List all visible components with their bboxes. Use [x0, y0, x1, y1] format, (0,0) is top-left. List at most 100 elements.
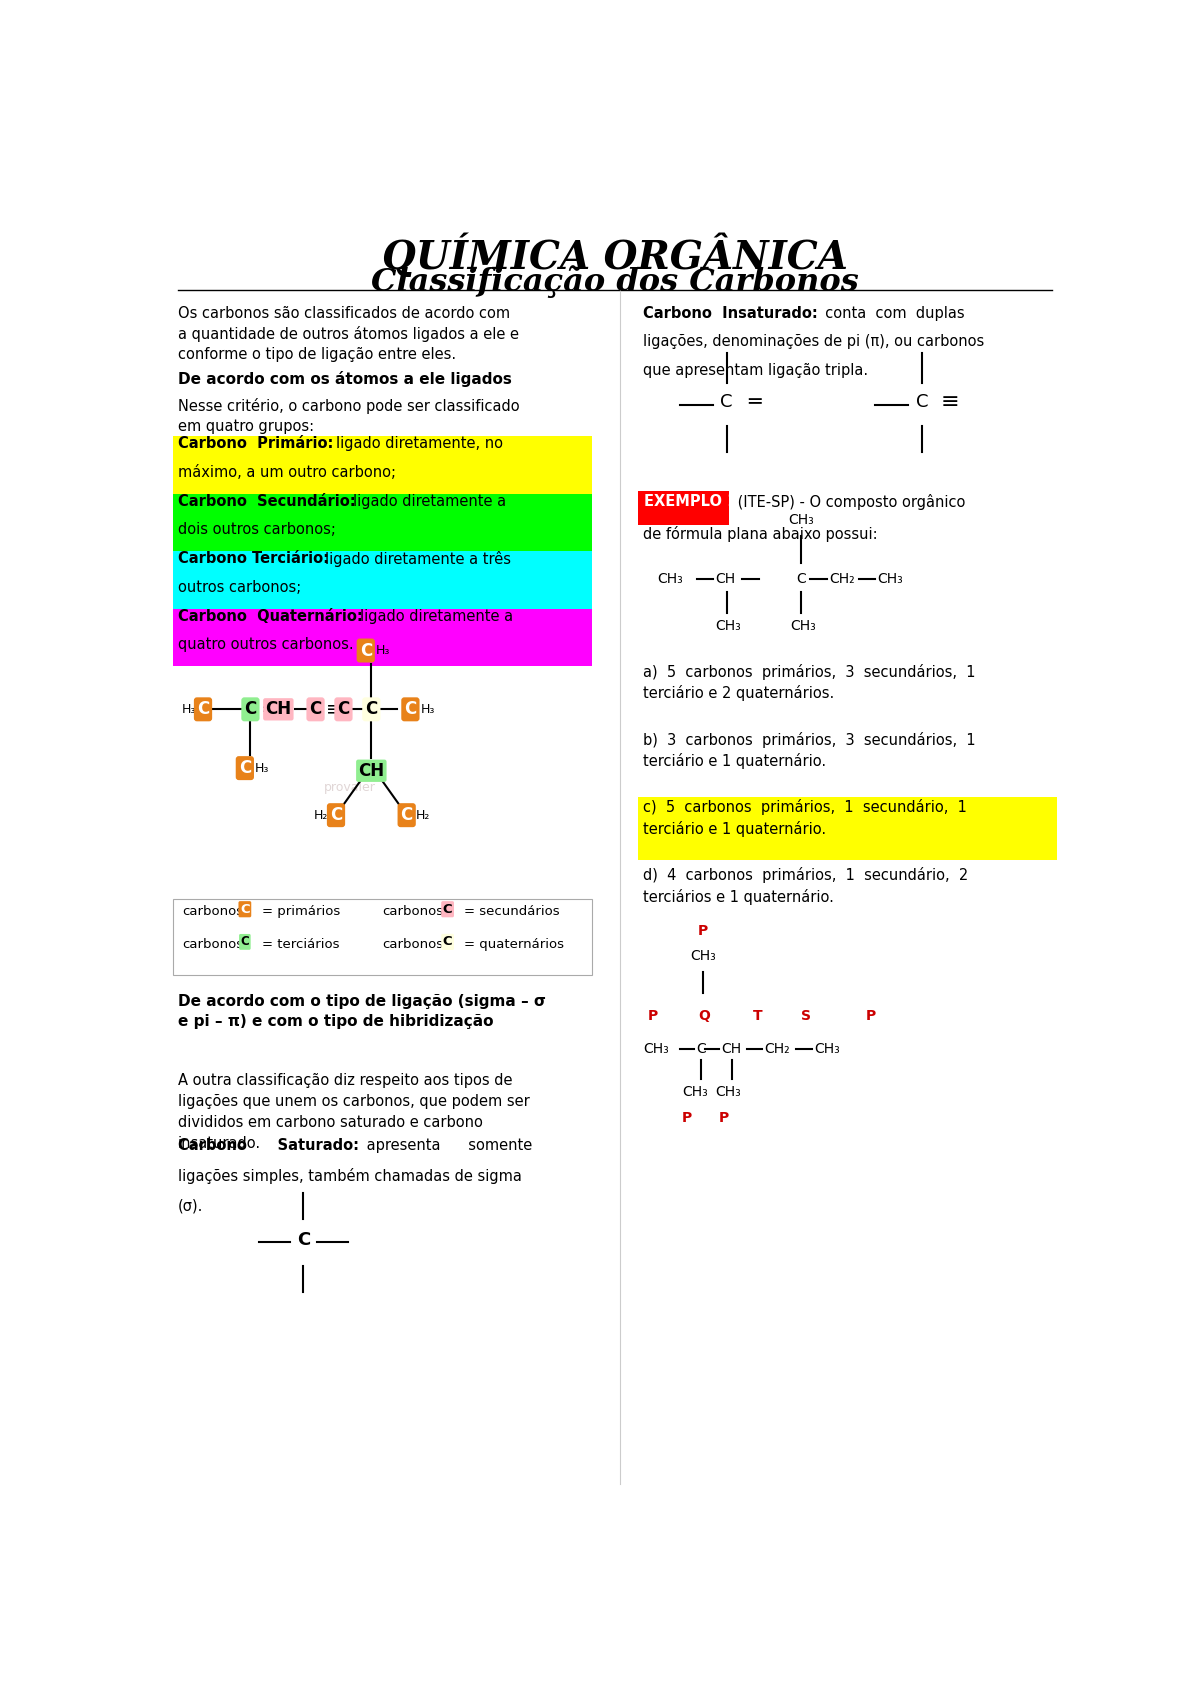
Text: CH: CH	[721, 1042, 742, 1056]
Text: CH₃: CH₃	[715, 619, 742, 633]
Text: c)  5  carbonos  primários,  1  secundário,  1
terciário e 1 quaternário.: c) 5 carbonos primários, 1 secundário, 1…	[643, 799, 967, 837]
Text: C: C	[197, 701, 209, 718]
Text: apresenta      somente: apresenta somente	[362, 1139, 533, 1152]
Text: H₃: H₃	[376, 645, 390, 657]
Text: C: C	[296, 1230, 310, 1249]
Text: C: C	[443, 935, 452, 949]
Text: CH: CH	[265, 701, 292, 718]
FancyBboxPatch shape	[173, 552, 592, 609]
Text: C: C	[337, 701, 349, 718]
Text: C: C	[916, 394, 928, 411]
Text: CH₃: CH₃	[790, 619, 816, 633]
Text: H₃: H₃	[256, 762, 270, 774]
Text: outros carbonos;: outros carbonos;	[178, 580, 301, 596]
Text: CH₂: CH₂	[764, 1042, 790, 1056]
Text: De acordo com o tipo de ligação (sigma – σ
e pi – π) e com o tipo de hibridizaçã: De acordo com o tipo de ligação (sigma –…	[178, 994, 546, 1028]
Text: CH₃: CH₃	[877, 572, 904, 585]
Text: T: T	[752, 1010, 762, 1023]
Text: d)  4  carbonos  primários,  1  secundário,  2
terciários e 1 quaternário.: d) 4 carbonos primários, 1 secundário, 2…	[643, 867, 968, 905]
Text: (ITE-SP) - O composto orgânico: (ITE-SP) - O composto orgânico	[733, 494, 966, 509]
Text: ≡: ≡	[326, 699, 342, 720]
Text: = primários: = primários	[262, 905, 340, 918]
Text: EXEMPLO 1: EXEMPLO 1	[644, 494, 737, 509]
Text: H₂: H₂	[314, 809, 329, 821]
Text: C: C	[239, 759, 251, 777]
Text: = terciários: = terciários	[262, 938, 340, 950]
Text: C: C	[310, 701, 322, 718]
Text: carbonos: carbonos	[383, 938, 444, 950]
Text: C: C	[365, 701, 378, 718]
Text: =: =	[260, 699, 277, 720]
FancyBboxPatch shape	[173, 899, 592, 974]
Text: Nesse critério, o carbono pode ser classificado
em quatro grupos:: Nesse critério, o carbono pode ser class…	[178, 399, 520, 434]
Text: de fórmula plana abaixo possui:: de fórmula plana abaixo possui:	[643, 526, 877, 543]
Text: CH₃: CH₃	[643, 1042, 668, 1056]
Text: Carbono  Secundário:: Carbono Secundário:	[178, 494, 361, 509]
Text: CH₃: CH₃	[788, 512, 814, 526]
Text: C: C	[404, 701, 416, 718]
FancyBboxPatch shape	[173, 609, 592, 667]
Text: provaler: provaler	[324, 781, 376, 794]
Text: ligado diretamente a três: ligado diretamente a três	[325, 552, 511, 567]
Text: CH₃: CH₃	[656, 572, 683, 585]
Text: C: C	[443, 903, 452, 916]
Text: Os carbonos são classificados de acordo com
a quantidade de outros átomos ligado: Os carbonos são classificados de acordo …	[178, 305, 518, 361]
Text: a)  5  carbonos  primários,  3  secundários,  1
terciário e 2 quaternários.: a) 5 carbonos primários, 3 secundários, …	[643, 664, 976, 701]
Text: CH: CH	[359, 762, 384, 779]
Text: Carbono      Saturado:: Carbono Saturado:	[178, 1139, 359, 1152]
Text: ligações, denominações de pi (π), ou carbonos: ligações, denominações de pi (π), ou car…	[643, 334, 984, 350]
Text: carbonos: carbonos	[383, 905, 444, 918]
FancyBboxPatch shape	[638, 490, 730, 524]
Text: P: P	[682, 1112, 692, 1125]
Text: P: P	[866, 1010, 876, 1023]
FancyBboxPatch shape	[173, 436, 592, 494]
Text: C: C	[796, 572, 806, 585]
Text: CH₃: CH₃	[682, 1084, 708, 1100]
Text: (σ).: (σ).	[178, 1198, 203, 1213]
Text: máximo, a um outro carbono;: máximo, a um outro carbono;	[178, 465, 396, 480]
FancyBboxPatch shape	[173, 494, 592, 552]
Text: Carbono  Quaternário:: Carbono Quaternário:	[178, 609, 362, 624]
Text: QUÍMICA ORGÂNICA: QUÍMICA ORGÂNICA	[382, 232, 848, 277]
Text: ligado diretamente a: ligado diretamente a	[360, 609, 514, 624]
Text: = quaternários: = quaternários	[464, 938, 564, 950]
Text: C: C	[720, 394, 733, 411]
Text: P: P	[648, 1010, 658, 1023]
Text: C: C	[401, 806, 413, 825]
Text: dois outros carbonos;: dois outros carbonos;	[178, 523, 336, 538]
Text: Carbono  Insaturado:: Carbono Insaturado:	[643, 305, 817, 321]
Text: P: P	[698, 925, 708, 938]
Text: Carbono Terciário:: Carbono Terciário:	[178, 552, 329, 567]
Text: que apresentam ligação tripla.: que apresentam ligação tripla.	[643, 363, 868, 378]
Text: A outra classificação diz respeito aos tipos de
ligações que unem os carbonos, q: A outra classificação diz respeito aos t…	[178, 1073, 529, 1151]
Text: Classificação dos Carbonos: Classificação dos Carbonos	[371, 265, 859, 299]
Text: CH₃: CH₃	[715, 1084, 742, 1100]
Text: quatro outros carbonos.: quatro outros carbonos.	[178, 638, 354, 652]
Text: ligações simples, também chamadas de sigma: ligações simples, também chamadas de sig…	[178, 1168, 522, 1185]
Text: ═: ═	[748, 392, 761, 412]
Text: C: C	[696, 1042, 706, 1056]
Text: C: C	[240, 903, 250, 916]
Text: De acordo com os átomos a ele ligados: De acordo com os átomos a ele ligados	[178, 372, 511, 387]
Text: H₂: H₂	[416, 809, 431, 821]
Text: carbonos: carbonos	[182, 938, 244, 950]
Text: CH: CH	[715, 572, 736, 585]
Text: conta  com  duplas: conta com duplas	[816, 305, 965, 321]
Text: b)  3  carbonos  primários,  3  secundários,  1
terciário e 1 quaternário.: b) 3 carbonos primários, 3 secundários, …	[643, 731, 976, 769]
Text: C: C	[240, 935, 250, 949]
Text: S: S	[802, 1010, 811, 1023]
Text: carbonos: carbonos	[182, 905, 244, 918]
Text: ≡: ≡	[941, 392, 959, 412]
Text: P: P	[719, 1112, 730, 1125]
Text: H₃: H₃	[421, 703, 436, 716]
Text: Q: Q	[698, 1010, 710, 1023]
Text: = secundários: = secundários	[464, 905, 560, 918]
Text: C: C	[360, 641, 372, 660]
Text: C: C	[330, 806, 342, 825]
Text: CH₃: CH₃	[690, 949, 716, 964]
Text: CH₃: CH₃	[814, 1042, 840, 1056]
FancyBboxPatch shape	[638, 798, 1057, 860]
Text: H₃: H₃	[182, 703, 197, 716]
Text: C: C	[245, 701, 257, 718]
Text: Carbono  Primário:: Carbono Primário:	[178, 436, 338, 451]
